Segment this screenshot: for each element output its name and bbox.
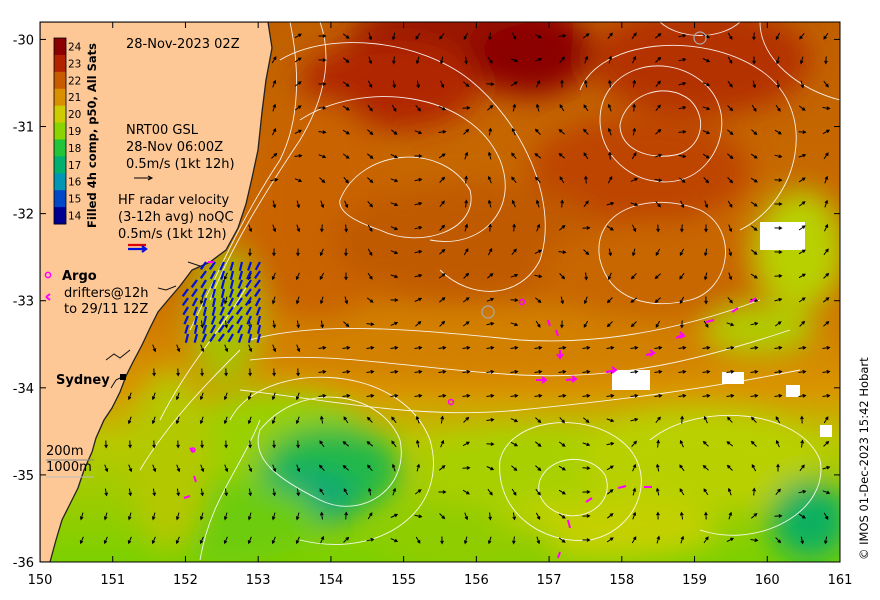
colorbar-tick: 17: [68, 160, 81, 172]
drifters-line2: to 29/11 12Z: [64, 302, 148, 317]
y-axis: -30 -31 -32 -33 -34 -35 -36: [13, 33, 840, 571]
land-mass: [40, 22, 273, 562]
colorbar-swatch: [54, 122, 66, 140]
argo-float: [518, 298, 526, 306]
depth-label-200: 200m: [46, 444, 83, 459]
colorbar-swatch: [54, 88, 66, 107]
argo-legend-marker: [44, 271, 52, 279]
credit-text: © IMOS 01-Dec-2023 15:42 Hobart: [857, 357, 871, 560]
sst-field: [130, 22, 840, 562]
grey-marker: [693, 31, 707, 45]
colorbar-tick: 15: [68, 194, 81, 206]
ssh-contours: [139, 22, 840, 561]
map-timestamp: 28-Nov-2023 02Z: [126, 37, 240, 52]
depth-label-1000: 1000m: [46, 460, 92, 475]
colorbar-swatch: [54, 156, 66, 174]
y-tick-label: -34: [13, 382, 34, 397]
grey-marker: [481, 305, 495, 319]
hf-line2: (3-12h avg) noQC: [118, 210, 234, 225]
plot-area: [40, 22, 840, 562]
colorbar-swatch: [54, 105, 66, 124]
hf-scale: 0.5m/s (1kt 12h): [118, 227, 227, 242]
colorbar-swatch: [54, 38, 66, 56]
hf-line1: HF radar velocity: [118, 193, 230, 208]
y-tick-label: -30: [13, 33, 34, 48]
x-tick-label: 155: [391, 573, 416, 588]
colorbar-swatch: [54, 71, 66, 90]
colorbar-swatch: [54, 173, 66, 191]
colorbar-swatch: [54, 207, 66, 225]
colorbar-tick: 16: [68, 177, 82, 189]
x-tick-label: 153: [246, 573, 271, 588]
colorbar-tick: 14: [68, 211, 82, 223]
y-tick-label: -33: [13, 295, 34, 310]
sydney-marker: [120, 374, 126, 380]
drifters-line1: drifters@12h: [64, 286, 149, 301]
x-tick-label: 152: [173, 573, 198, 588]
colorbar-tick: 19: [68, 126, 81, 138]
colorbar-tick: 21: [68, 92, 81, 104]
x-tick-label: 151: [100, 573, 125, 588]
y-tick-label: -31: [13, 121, 34, 136]
colorbar-tick: 20: [68, 109, 81, 121]
colorbar: 24 23 22 21 20 19 18 17 16 15 14 Filled 4h comp, p…: [53, 37, 99, 228]
x-tick-label: 156: [464, 573, 489, 588]
colorbar-label: Filled 4h comp, p50, All Sats: [85, 43, 99, 228]
x-tick-label: 154: [318, 573, 343, 588]
colorbar-tick: 24: [68, 41, 82, 53]
colorbar-tick: 22: [68, 75, 81, 87]
plot-frame: [39, 21, 841, 563]
cloud-gaps: [612, 222, 832, 437]
gsl-scale: 0.5m/s (1kt 12h): [126, 157, 235, 172]
x-tick-label: 160: [755, 573, 780, 588]
y-tick-label: -32: [13, 208, 34, 223]
drifter-tracks: [183, 261, 757, 559]
argo-float: [190, 447, 196, 453]
place-sydney: Sydney: [56, 373, 110, 388]
gsl-time: 28-Nov 06:00Z: [126, 140, 223, 155]
drifter-legend-marker: [45, 293, 51, 301]
argo-float: [447, 398, 455, 406]
y-tick-label: -36: [13, 556, 34, 571]
x-axis: 150 151 152 153 154 155 156 157 158 159 160 161: [28, 22, 853, 588]
x-tick-label: 158: [609, 573, 634, 588]
colorbar-tick: 23: [68, 58, 81, 70]
gsl-velocity-arrows: [79, 32, 831, 545]
x-tick-label: 159: [682, 573, 707, 588]
argo-label: Argo: [62, 269, 97, 284]
x-tick-label: 161: [828, 573, 853, 588]
gsl-title: NRT00 GSL: [126, 123, 199, 138]
colorbar-swatch: [54, 190, 66, 208]
gsl-scale-arrow: [134, 175, 154, 181]
colorbar-tick: 18: [68, 143, 81, 155]
hf-scale-arrows: [128, 243, 148, 253]
hf-radar-arrows: [181, 261, 262, 344]
colorbar-swatch: [54, 54, 66, 73]
y-tick-label: -35: [13, 469, 34, 484]
x-tick-label: 150: [28, 573, 53, 588]
colorbar-swatch: [54, 139, 66, 157]
x-tick-label: 157: [537, 573, 562, 588]
